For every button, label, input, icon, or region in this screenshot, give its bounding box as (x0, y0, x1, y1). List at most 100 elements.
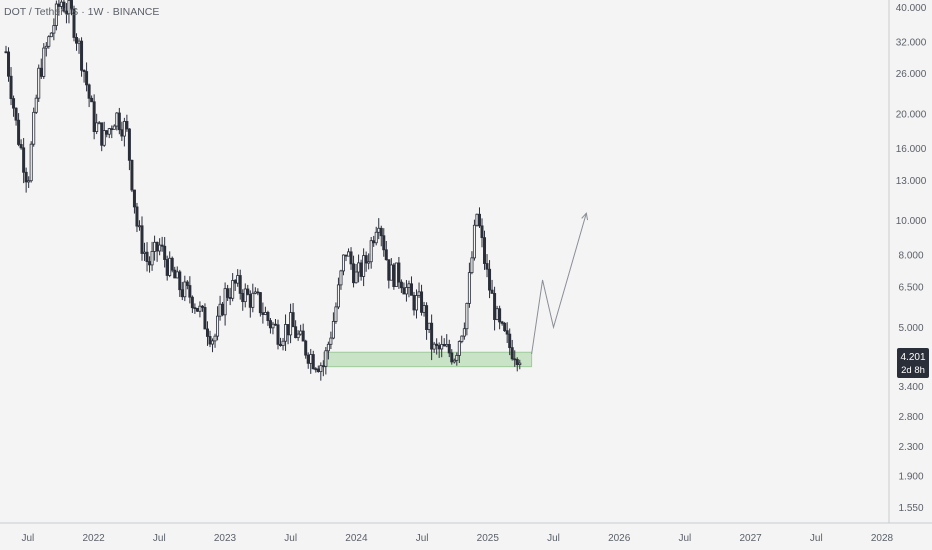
candle[interactable] (354, 263, 358, 284)
candle[interactable] (75, 33, 79, 51)
candle[interactable] (37, 64, 41, 102)
candle[interactable] (336, 277, 340, 310)
symbol-title[interactable]: DOT / TetherUS · 1W · BINANCE (4, 6, 159, 18)
candle[interactable] (198, 301, 202, 318)
candle[interactable] (32, 107, 36, 147)
candle[interactable] (329, 331, 333, 350)
candle[interactable] (22, 138, 26, 184)
candle[interactable] (462, 322, 466, 340)
candle[interactable] (92, 94, 96, 140)
candle[interactable] (311, 350, 315, 370)
candle[interactable] (42, 43, 46, 79)
candle[interactable] (49, 32, 53, 38)
candle[interactable] (95, 113, 99, 135)
candle[interactable] (130, 159, 134, 193)
candle[interactable] (508, 328, 512, 356)
candle[interactable] (19, 139, 23, 150)
candle[interactable] (364, 251, 368, 272)
candle[interactable] (135, 202, 139, 233)
candle[interactable] (399, 279, 403, 293)
candle[interactable] (510, 339, 514, 361)
candle[interactable] (140, 216, 144, 261)
candle[interactable] (294, 320, 298, 339)
candle[interactable] (457, 340, 461, 364)
candle[interactable] (117, 107, 121, 135)
candle[interactable] (54, 0, 58, 31)
candle[interactable] (440, 335, 444, 358)
candle[interactable] (341, 254, 345, 276)
candle[interactable] (505, 322, 509, 344)
candle[interactable] (326, 341, 330, 360)
candle[interactable] (238, 269, 242, 300)
candle[interactable] (460, 335, 464, 344)
candle[interactable] (452, 358, 456, 364)
candle[interactable] (301, 323, 305, 342)
candle[interactable] (392, 262, 396, 290)
candle[interactable] (102, 121, 106, 147)
candle[interactable] (7, 47, 11, 82)
candle[interactable] (163, 237, 167, 268)
candle[interactable] (145, 242, 149, 272)
candle[interactable] (503, 321, 507, 332)
candle[interactable] (190, 295, 194, 313)
candle[interactable] (382, 228, 386, 257)
candle[interactable] (62, 0, 66, 13)
candle[interactable] (490, 279, 494, 294)
candle[interactable] (72, 5, 76, 42)
candle[interactable] (208, 330, 212, 348)
candle[interactable] (24, 167, 28, 193)
candle[interactable] (211, 338, 215, 353)
candle[interactable] (221, 301, 225, 317)
candle[interactable] (185, 280, 189, 290)
candle[interactable] (12, 95, 16, 117)
candle[interactable] (158, 238, 162, 256)
candle[interactable] (339, 269, 343, 290)
candle[interactable] (243, 283, 247, 308)
candle[interactable] (319, 362, 323, 381)
candle[interactable] (480, 218, 484, 248)
candle[interactable] (195, 307, 199, 312)
candle[interactable] (85, 62, 89, 92)
candle[interactable] (349, 247, 353, 270)
candle[interactable] (415, 289, 419, 319)
candle[interactable] (362, 248, 366, 287)
candle[interactable] (69, 0, 73, 16)
candle[interactable] (465, 302, 469, 336)
candle[interactable] (9, 67, 13, 106)
candle[interactable] (296, 330, 300, 341)
candle[interactable] (409, 276, 413, 296)
candle[interactable] (251, 283, 255, 313)
candle[interactable] (223, 282, 227, 326)
candle[interactable] (200, 305, 204, 312)
candle[interactable] (394, 262, 398, 287)
candle[interactable] (27, 176, 31, 188)
projection-path[interactable] (531, 213, 587, 355)
candle[interactable] (384, 240, 388, 261)
candle[interactable] (271, 321, 275, 335)
candle[interactable] (304, 339, 308, 359)
candle[interactable] (515, 357, 519, 372)
candle[interactable] (132, 189, 136, 214)
candle[interactable] (170, 256, 174, 273)
candle[interactable] (324, 346, 328, 375)
candle[interactable] (447, 339, 451, 358)
candle[interactable] (183, 275, 187, 302)
candle[interactable] (47, 35, 51, 49)
candle[interactable] (470, 251, 474, 275)
candle[interactable] (203, 303, 207, 330)
candle[interactable] (150, 241, 154, 271)
candle[interactable] (127, 128, 131, 171)
candle[interactable] (472, 219, 476, 261)
candle[interactable] (425, 302, 429, 340)
candle[interactable] (397, 256, 401, 289)
candle[interactable] (246, 284, 250, 296)
candle[interactable] (52, 18, 56, 41)
candle[interactable] (258, 291, 262, 317)
candle[interactable] (432, 341, 436, 353)
candle[interactable] (82, 69, 86, 83)
candle[interactable] (29, 141, 33, 183)
candle[interactable] (430, 314, 434, 361)
candle[interactable] (276, 319, 280, 350)
support-zone[interactable] (323, 351, 533, 368)
candle[interactable] (80, 37, 84, 77)
